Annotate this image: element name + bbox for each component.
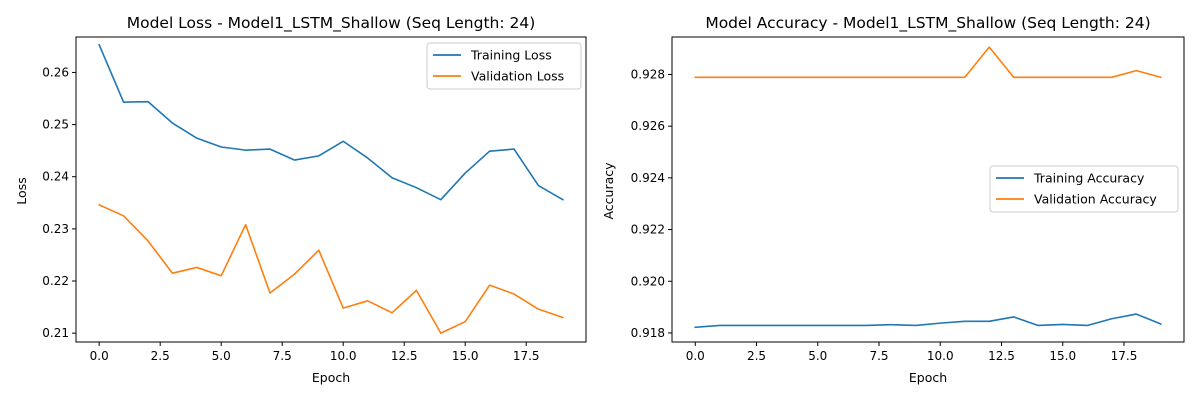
training-accuracy-legend-label: Training Accuracy	[1033, 171, 1145, 186]
loss-chart-xlabel: Epoch	[312, 370, 350, 385]
loss-chart-xtick-label: 12.5	[391, 349, 418, 363]
accuracy-chart-xlabel: Epoch	[909, 370, 947, 385]
loss-chart-ytick-label: 0.21	[42, 326, 69, 340]
accuracy-chart-xtick-label: 10.0	[927, 349, 954, 363]
loss-chart-ytick-label: 0.26	[42, 65, 69, 79]
training-loss-legend-label: Training Loss	[470, 48, 552, 63]
accuracy-chart-legend-box	[989, 165, 1179, 213]
loss-chart-title: Model Loss - Model1_LSTM_Shallow (Seq Le…	[127, 14, 536, 33]
accuracy-chart-ticks: 0.0 2.5 5.0 7.5 10.0 12.5 15.0 17.5 0.918 0.920 0.…	[631, 67, 1138, 363]
accuracy-chart-ylabel: Accuracy	[601, 162, 616, 220]
accuracy-chart-ytick-label: 0.922	[631, 223, 665, 237]
loss-chart-xtick-label: 17.5	[513, 349, 540, 363]
accuracy-chart-xtick-label: 2.5	[747, 349, 766, 363]
accuracy-chart-xtick-label: 5.0	[808, 349, 827, 363]
accuracy-chart-ytick-label: 0.918	[631, 326, 665, 340]
validation-loss-line	[98, 203, 564, 334]
loss-chart-ytick-label: 0.25	[42, 118, 69, 132]
accuracy-chart-frame	[671, 36, 1185, 343]
accuracy-chart-ytick-label: 0.924	[631, 171, 665, 185]
accuracy-chart-series	[694, 46, 1162, 329]
loss-chart-legend: Training Loss Validation Loss	[426, 42, 582, 90]
accuracy-chart-legend: Training Accuracy Validation Accuracy	[989, 165, 1179, 213]
loss-chart-xtick-label: 5.0	[212, 349, 231, 363]
loss-chart-xtick-label: 2.5	[151, 349, 170, 363]
accuracy-chart-title: Model Accuracy - Model1_LSTM_Shallow (Se…	[705, 14, 1150, 33]
accuracy-chart-ytick-label: 0.928	[631, 67, 665, 81]
loss-chart: Model Loss - Model1_LSTM_Shallow (Seq Le…	[14, 14, 587, 385]
loss-chart-xtick-label: 10.0	[330, 349, 357, 363]
loss-chart-ylabel: Loss	[14, 177, 29, 204]
loss-chart-ticks: 0.0 2.5 5.0 7.5 10.0 12.5 15.0 17.5 0.21 0.22 0.23…	[42, 65, 539, 363]
loss-chart-ytick-label: 0.24	[42, 170, 69, 184]
loss-chart-frame	[75, 36, 587, 343]
training-accuracy-line	[694, 313, 1162, 329]
loss-chart-xtick-label: 7.5	[273, 349, 292, 363]
accuracy-chart-xtick-label: 15.0	[1049, 349, 1076, 363]
validation-accuracy-legend-label: Validation Accuracy	[1034, 192, 1157, 207]
validation-accuracy-line	[694, 46, 1162, 79]
accuracy-chart-xtick-label: 7.5	[869, 349, 888, 363]
loss-chart-legend-box	[426, 42, 582, 90]
loss-chart-ytick-label: 0.22	[42, 274, 69, 288]
accuracy-chart: Model Accuracy - Model1_LSTM_Shallow (Se…	[601, 14, 1185, 385]
loss-chart-xtick-label: 15.0	[452, 349, 479, 363]
loss-chart-xtick-label: 0.0	[90, 349, 109, 363]
accuracy-chart-xtick-label: 0.0	[686, 349, 705, 363]
accuracy-chart-xtick-label: 12.5	[988, 349, 1015, 363]
accuracy-chart-xtick-label: 17.5	[1111, 349, 1138, 363]
validation-loss-legend-label: Validation Loss	[471, 69, 564, 84]
loss-chart-ytick-label: 0.23	[42, 222, 69, 236]
accuracy-chart-ytick-label: 0.926	[631, 119, 665, 133]
accuracy-chart-ytick-label: 0.920	[631, 274, 665, 288]
loss-chart-series	[98, 43, 564, 334]
training-loss-line	[98, 43, 564, 201]
